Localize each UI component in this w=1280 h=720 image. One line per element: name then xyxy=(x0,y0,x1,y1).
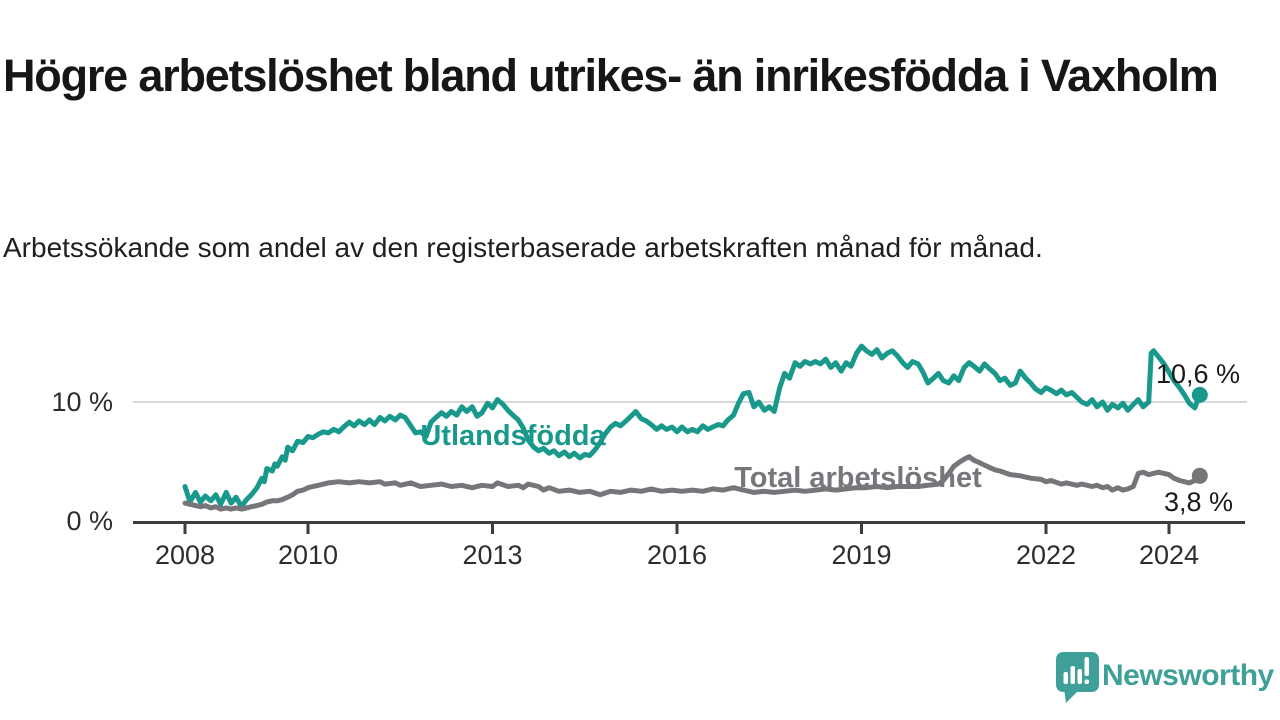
x-tick-label-2013: 2013 xyxy=(462,540,523,570)
x-tick-label-2022: 2022 xyxy=(1015,540,1077,570)
series-line-0 xyxy=(182,343,1203,510)
x-tick-label-2024: 2024 xyxy=(1138,540,1200,570)
series-label-utlandsfodda: Utlandsfödda xyxy=(420,420,606,452)
y-axis-label-0: 0 % xyxy=(66,506,113,536)
end-value-label-total-arbetsloshet: 3,8 % xyxy=(1164,487,1234,517)
newsworthy-logo-text: Newsworthy xyxy=(1102,659,1274,692)
y-axis-label-10: 10 % xyxy=(51,387,113,417)
x-tick-label-2010: 2010 xyxy=(277,540,339,570)
x-tick-label-2016: 2016 xyxy=(646,540,708,570)
newsworthy-logo: Newsworthy xyxy=(1055,650,1274,706)
page-subtitle: Arbetssökande som andel av den registerb… xyxy=(3,232,1043,263)
x-tick-label-2008: 2008 xyxy=(154,540,216,570)
series-end-dot-1 xyxy=(1191,467,1208,484)
x-tick-label-2019: 2019 xyxy=(831,540,892,570)
page-title: Högre arbetslöshet bland utrikes- än inr… xyxy=(3,50,1219,102)
series-label-total-arbetsloshet: Total arbetslöshet xyxy=(734,462,982,494)
newsworthy-logo-icon xyxy=(1056,652,1099,703)
end-value-label-utlandsfodda: 10,6 % xyxy=(1156,359,1241,389)
series-end-dot-0 xyxy=(1191,386,1208,403)
series-line-1 xyxy=(182,454,1203,512)
